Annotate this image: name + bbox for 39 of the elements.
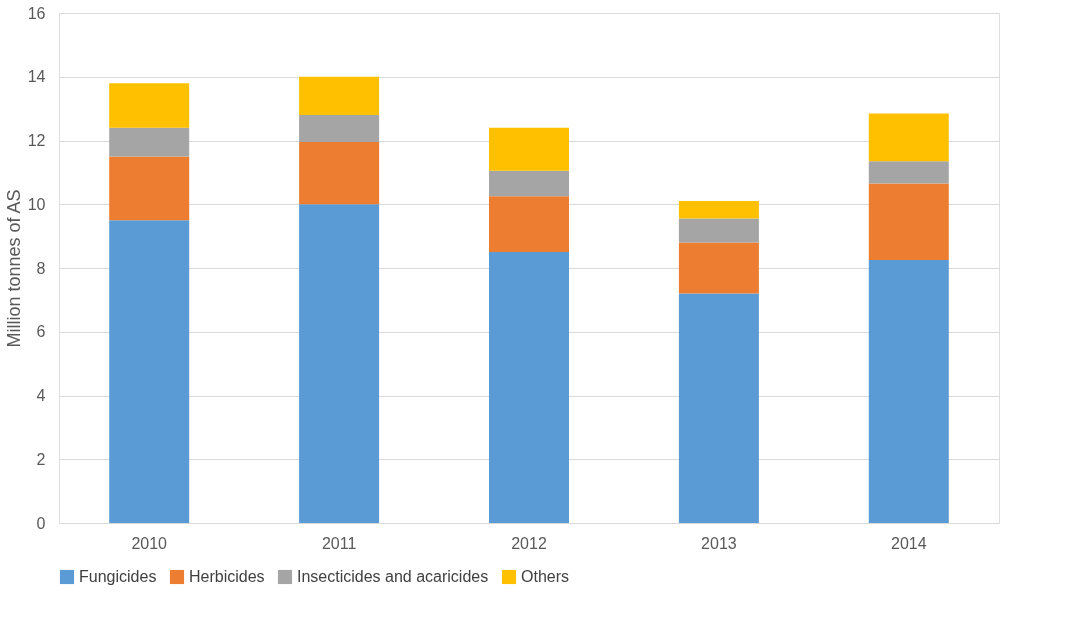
y-tick-label: 8 <box>36 259 46 277</box>
bar <box>868 113 949 162</box>
y-tick-label: 0 <box>36 514 46 532</box>
legend-label: Insecticides and acaricides <box>297 568 489 585</box>
x-tick-label: 2012 <box>511 534 547 552</box>
bar <box>109 220 190 523</box>
y-tick-label: 12 <box>27 132 46 149</box>
legend-label: Herbicides <box>189 568 265 585</box>
y-tick-label: 10 <box>27 195 46 213</box>
x-tick-label: 2013 <box>701 534 737 552</box>
bar <box>489 127 569 171</box>
bar <box>868 260 949 523</box>
bar <box>489 196 569 253</box>
bar <box>109 127 190 157</box>
bar <box>678 218 759 243</box>
x-tick-label: 2010 <box>131 534 168 552</box>
bar <box>299 76 380 115</box>
bar <box>109 156 190 221</box>
y-tick-label: 4 <box>36 387 46 404</box>
y-tick-label: 6 <box>36 323 46 341</box>
bar <box>678 293 759 523</box>
x-tick-label: 2014 <box>891 534 927 552</box>
legend-label: Others <box>521 568 570 585</box>
bar <box>299 142 380 205</box>
bar <box>299 115 380 143</box>
legend-label: Fungicides <box>79 568 157 585</box>
y-tick-label: 2 <box>36 450 46 468</box>
bar <box>489 170 569 197</box>
x-tick-label: 2011 <box>321 534 357 552</box>
y-tick-label: 16 <box>27 4 46 22</box>
bar <box>299 204 380 523</box>
bar <box>109 83 190 128</box>
bar <box>868 183 949 261</box>
bar <box>678 242 759 294</box>
bar <box>489 252 569 523</box>
bar <box>868 161 949 184</box>
y-axis-title: Million tonnes of AS <box>3 189 24 348</box>
bar <box>678 201 759 219</box>
y-tick-label: 14 <box>27 68 46 86</box>
